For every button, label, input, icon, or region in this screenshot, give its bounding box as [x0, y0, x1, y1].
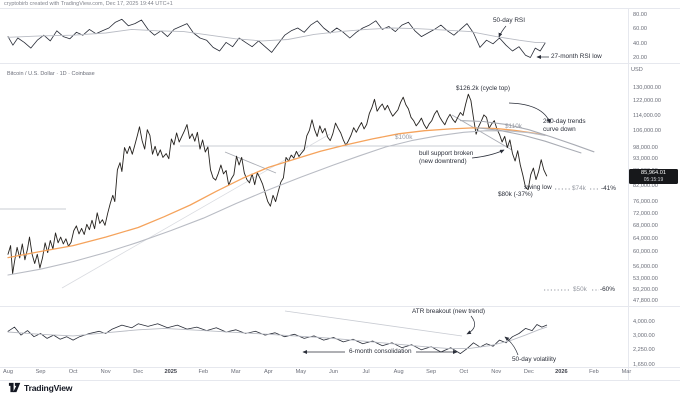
annotation-cycle-top: $126.2k (cycle top) [456, 85, 510, 92]
tradingview-logo-text: TradingView [24, 382, 73, 393]
arrow-50day-rsi [498, 25, 507, 38]
axis-price-label: 80.00 [633, 11, 647, 18]
label-50k-target: $50k [573, 286, 587, 293]
annotation-bull-support: bull support broken (new downtrend) [419, 150, 473, 165]
annotation-200day-trends-line2: curve down [543, 125, 576, 133]
axis-price-label: 47,800.00 [633, 297, 658, 304]
200-day-trend-projection-upper-series [459, 120, 595, 153]
axis-price-label: 72,000.00 [633, 210, 658, 217]
time-axis-label: Nov [491, 369, 502, 375]
axis-price-label: 60,000.00 [633, 249, 658, 256]
time-axis-label: Aug [393, 369, 404, 375]
axis-price-label: 56,000.00 [633, 264, 658, 271]
label-41pct-drawdown: -41% [601, 185, 616, 192]
arrow-atr-breakout [466, 315, 476, 335]
arrow-bull-support [471, 149, 505, 159]
axis-price-label: 68,000.00 [633, 222, 658, 229]
atr-downtrend-line [284, 310, 463, 337]
annotation-bull-support-line1: bull support broken [419, 150, 474, 157]
time-axis-label: Mar [621, 369, 632, 375]
last-price-badge: 85,964.01 05:15:19 [629, 169, 678, 184]
200-day-ma-series [7, 127, 546, 259]
axis-price-label: 60.00 [633, 26, 647, 33]
axis-price-label: 4,000.00 [633, 318, 655, 325]
tradingview-logo[interactable]: TradingView [8, 381, 72, 394]
annotation-200day-trends: 200-day trends curve down [543, 118, 586, 133]
axis-price-label: 106,000.00 [633, 128, 661, 135]
annotation-80k-low: $80k (-37%) [498, 191, 533, 198]
main-atr-separator[interactable] [0, 306, 680, 307]
axis-price-label: 98,000.00 [633, 144, 658, 151]
time-axis-label: Feb [198, 369, 209, 375]
time-axis-label: Dec [133, 369, 144, 375]
bottom-frame-line [0, 380, 680, 381]
arrow-volatility [504, 336, 519, 356]
rsi-smoothing-ma-series [7, 27, 546, 43]
annotation-50day-rsi: 50-day RSI [493, 17, 525, 24]
time-axis-label: Jul [362, 369, 370, 375]
attribution-text: cryptobirb created with TradingView.com,… [4, 1, 173, 7]
mid-trendline [224, 151, 277, 174]
axis-price-label: 40.00 [633, 40, 647, 47]
time-axis-label: Apr [264, 369, 273, 375]
annotation-27month-rsi-low: 27-month RSI low [551, 53, 602, 60]
long-trendline [61, 133, 331, 289]
axis-price-label: 50,200.00 [633, 287, 658, 294]
arrow-200day-trends [508, 102, 551, 124]
rsi-50-day-series [7, 18, 546, 58]
last-price-value: 85,964.01 [641, 170, 666, 176]
annotation-atr-breakout: ATR breakout (new trend) [412, 308, 486, 315]
axis-price-label: 20.00 [633, 55, 647, 61]
axis-price-label: 82,000.00 [633, 182, 658, 189]
time-axis-label: Sep [426, 369, 437, 375]
time-axis-separator [0, 367, 680, 368]
symbol-title[interactable]: Bitcoin / U.S. Dollar · 1D · Coinbase [7, 71, 95, 77]
time-axis-label: Aug [3, 369, 13, 375]
annotation-50day-volatility: 50-day volatility [512, 356, 557, 363]
axis-price-label: 3,000.00 [633, 332, 655, 339]
bar-countdown: 05:15:19 [643, 177, 664, 184]
time-axis-label: 2025 [164, 369, 177, 375]
50-day-volatility-atr-series [7, 323, 548, 355]
label-100k-level: $100k [395, 134, 413, 141]
200-day-trend-projection-lower-series [476, 127, 582, 154]
axis-price-label: 53,000.00 [633, 275, 658, 282]
axis-price-label: 93,000.00 [633, 156, 658, 162]
axis-price-label: 64,000.00 [633, 235, 658, 242]
axis-price-label: 76,000.00 [633, 199, 658, 205]
rsi-main-separator[interactable] [0, 63, 680, 64]
time-axis-label: Dec [523, 369, 534, 375]
time-axis-label: Jun [328, 369, 339, 375]
annotation-6month-consolidation: 6-month consolidation [349, 348, 412, 355]
time-axis-label: 2026 [555, 369, 568, 375]
btcusd-price-series [7, 93, 548, 275]
label-110k-level: $110k [505, 123, 522, 130]
label-74k-target: $74k [572, 185, 586, 192]
axis-price-label: 2,250.00 [633, 346, 655, 353]
annotation-swing-low: swing low [524, 184, 552, 191]
label-60pct-drawdown: -60% [600, 286, 615, 293]
annotation-bull-support-line2: (new downtrend) [419, 157, 467, 165]
axis-price-label: 130,000.00 [633, 84, 661, 91]
tradingview-logo-icon [8, 382, 21, 393]
time-axis-label: Oct [68, 369, 78, 375]
annotation-200day-trends-line1: 200-day trends [543, 118, 586, 125]
time-axis-label: Oct [459, 369, 469, 375]
top-frame-line [0, 8, 680, 9]
price-axis-separator [628, 8, 629, 380]
time-axis-label: Feb [589, 369, 599, 375]
time-axis-label: May [295, 369, 307, 375]
time-axis-label: Sep [35, 369, 46, 375]
time-axis-label: Mar [231, 369, 241, 375]
long-term-ma-series [7, 130, 546, 276]
atr-smoothing-ma-series [7, 326, 548, 350]
axis-currency-label: USD [631, 67, 643, 73]
axis-price-label: 1,650.00 [633, 361, 655, 368]
axis-price-label: 114,000.00 [633, 112, 661, 119]
axis-price-label: 122,000.00 [633, 98, 661, 105]
time-axis-label: Nov [100, 369, 111, 375]
